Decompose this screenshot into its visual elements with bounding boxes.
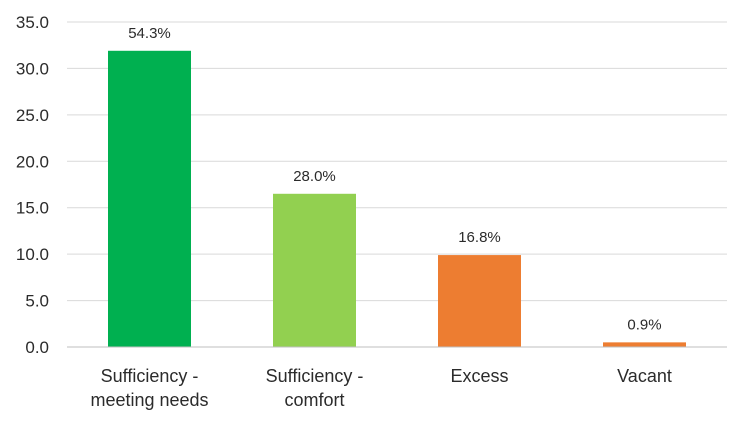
bar [603,342,686,347]
y-tick-label: 5.0 [25,292,49,311]
y-tick-label: 0.0 [25,338,49,357]
data-label: 28.0% [293,168,336,185]
x-axis-categories: Sufficiency - meeting needs Sufficiency - c… [90,366,671,410]
bar [273,193,356,347]
y-tick-label: 10.0 [16,245,49,264]
y-tick-label: 35.0 [16,13,49,32]
y-tick-label: 30.0 [16,59,49,78]
data-label: 54.3% [128,25,171,42]
data-labels: 54.3% 28.0% 16.8% 0.9% [128,25,661,334]
x-category-label: Excess [450,366,508,386]
x-category-label: comfort [284,390,344,410]
y-tick-label: 20.0 [16,152,49,171]
bars [108,50,686,348]
y-tick-label: 15.0 [16,199,49,218]
x-category-label: Vacant [617,366,672,386]
x-category-label: Sufficiency - [266,366,364,386]
y-axis-ticks: 0.0 5.0 10.0 15.0 20.0 25.0 30.0 35.0 [16,13,49,357]
y-tick-label: 25.0 [16,106,49,125]
x-category-label: Sufficiency - [101,366,199,386]
data-label: 16.8% [458,229,501,246]
bar [108,50,191,348]
data-label: 0.9% [627,316,661,333]
bar [438,255,521,347]
x-category-label: meeting needs [90,390,208,410]
